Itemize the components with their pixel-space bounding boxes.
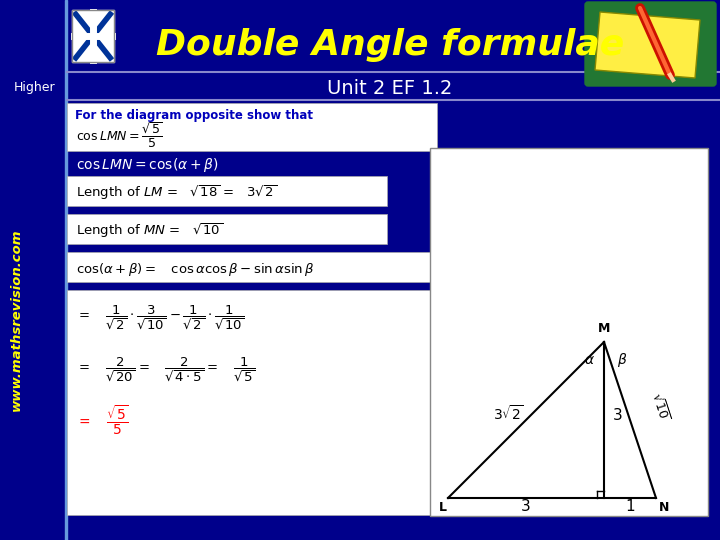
Text: Double Angle formulae: Double Angle formulae [156, 28, 624, 62]
Bar [72, 10, 114, 62]
Text: N: N [659, 501, 669, 514]
Text: 3: 3 [613, 408, 623, 423]
Polygon shape [595, 12, 700, 78]
Text: M: M [598, 322, 610, 335]
FancyBboxPatch shape [67, 252, 437, 282]
FancyBboxPatch shape [585, 2, 716, 86]
Bar [65, 0, 67, 540]
Text: $= \quad \dfrac{1}{\sqrt{2}}\cdot\dfrac{3}{\sqrt{10}} - \dfrac{1}{\sqrt{2}}\cdot: $= \quad \dfrac{1}{\sqrt{2}}\cdot\dfrac{… [76, 304, 245, 332]
Text: L: L [439, 501, 447, 514]
Text: $= \quad \dfrac{2}{\sqrt{20}} = \quad\dfrac{2}{\sqrt{4\cdot 5}} = \quad\dfrac{1}: $= \quad \dfrac{2}{\sqrt{20}} = \quad\df… [76, 356, 256, 384]
Text: $\sqrt{10}$: $\sqrt{10}$ [648, 391, 671, 423]
Text: Higher: Higher [14, 82, 56, 94]
Text: Length of $LM$ =   $\sqrt{18}$ =   $3\sqrt{2}$: Length of $LM$ = $\sqrt{18}$ = $3\sqrt{2… [76, 184, 277, 202]
Text: 3: 3 [521, 499, 531, 514]
Bar [72, 10, 114, 62]
Text: Unit 2 EF 1.2: Unit 2 EF 1.2 [328, 78, 453, 98]
Text: Length of $MN$ =   $\sqrt{10}$: Length of $MN$ = $\sqrt{10}$ [76, 221, 223, 240]
Text: $\cos LMN = \cos(\alpha + \beta)$: $\cos LMN = \cos(\alpha + \beta)$ [76, 156, 219, 174]
Text: www.mathsrevision.com: www.mathsrevision.com [9, 229, 22, 411]
FancyBboxPatch shape [67, 290, 437, 515]
Text: $\cos(\alpha + \beta) = $   $\cos\alpha\cos\beta - \sin\alpha\sin\beta$: $\cos(\alpha + \beta) = $ $\cos\alpha\co… [76, 260, 315, 278]
Text: $\beta$: $\beta$ [617, 351, 627, 369]
FancyBboxPatch shape [67, 176, 387, 206]
Text: $3\sqrt{2}$: $3\sqrt{2}$ [492, 404, 523, 423]
FancyBboxPatch shape [67, 103, 437, 151]
Text: 1: 1 [625, 499, 635, 514]
Text: $\alpha$: $\alpha$ [583, 353, 595, 367]
FancyBboxPatch shape [67, 214, 387, 244]
Text: $\cos LMN = \dfrac{\sqrt{5}}{5}$: $\cos LMN = \dfrac{\sqrt{5}}{5}$ [76, 120, 163, 150]
Text: $= \quad \dfrac{\sqrt{5}}{5}$: $= \quad \dfrac{\sqrt{5}}{5}$ [76, 403, 129, 436]
FancyBboxPatch shape [430, 148, 708, 516]
Text: For the diagram opposite show that: For the diagram opposite show that [75, 109, 313, 122]
